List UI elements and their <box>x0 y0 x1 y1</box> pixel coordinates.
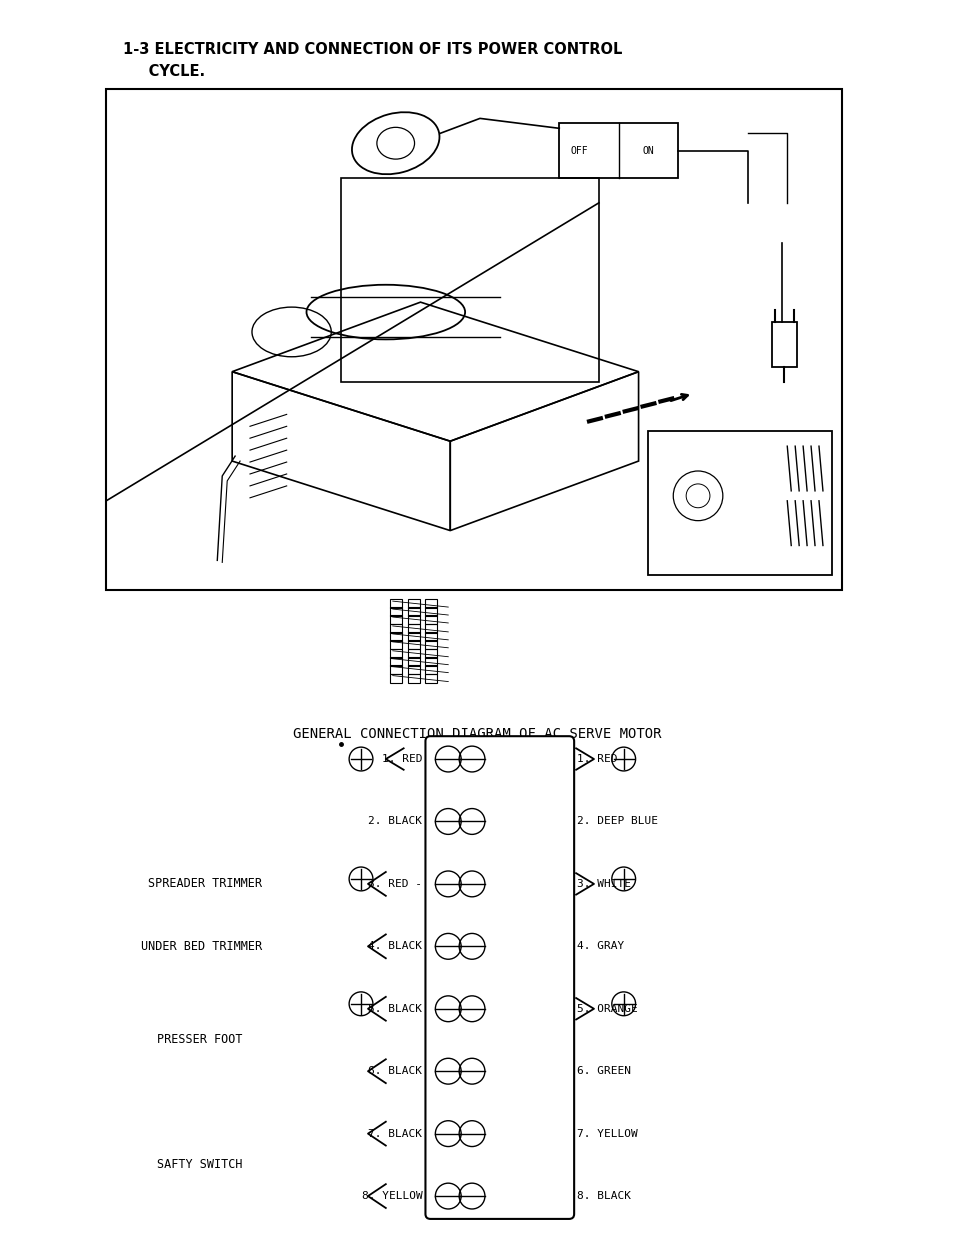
Text: 5. BLACK: 5. BLACK <box>368 1004 422 1014</box>
Bar <box>407 608 419 616</box>
Bar <box>390 657 401 666</box>
Text: SPREADER TRIMMER: SPREADER TRIMMER <box>148 877 262 890</box>
Bar <box>407 664 419 673</box>
Bar <box>425 608 436 616</box>
Text: SAFTY SWITCH: SAFTY SWITCH <box>156 1158 242 1171</box>
Bar <box>407 657 419 666</box>
Bar <box>425 624 436 632</box>
Text: GENERAL CONNECTION DIAGRAM OF AC SERVE MOTOR: GENERAL CONNECTION DIAGRAM OF AC SERVE M… <box>293 727 660 741</box>
Text: UNDER BED TRIMMER: UNDER BED TRIMMER <box>141 940 262 953</box>
Text: 3. RED -: 3. RED - <box>368 879 422 889</box>
Text: 1. RED: 1. RED <box>577 755 617 764</box>
Text: 8. YELLOW: 8. YELLOW <box>361 1191 422 1202</box>
Bar <box>407 599 419 608</box>
Text: 4. GRAY: 4. GRAY <box>577 941 623 951</box>
Bar <box>390 599 401 608</box>
Bar <box>425 640 436 648</box>
Text: 3. WHITE: 3. WHITE <box>577 879 631 889</box>
Text: OFF: OFF <box>570 146 587 156</box>
Bar <box>558 124 678 178</box>
Text: 1-3 ELECTRICITY AND CONNECTION OF ITS POWER CONTROL: 1-3 ELECTRICITY AND CONNECTION OF ITS PO… <box>123 42 622 57</box>
Text: 6. GREEN: 6. GREEN <box>577 1066 631 1076</box>
Text: 8. BLACK: 8. BLACK <box>577 1191 631 1202</box>
Text: PRESSER FOOT: PRESSER FOOT <box>156 1034 242 1046</box>
Bar <box>407 615 419 624</box>
Bar <box>425 664 436 673</box>
Bar <box>407 624 419 632</box>
Bar <box>425 632 436 641</box>
Text: 6. BLACK: 6. BLACK <box>368 1066 422 1076</box>
Text: CYCLE.: CYCLE. <box>123 64 205 79</box>
Text: 1. RED: 1. RED <box>381 755 422 764</box>
Bar <box>106 89 841 590</box>
Bar <box>390 640 401 648</box>
Bar <box>407 640 419 648</box>
Bar <box>390 673 401 683</box>
Bar <box>407 632 419 641</box>
Bar <box>425 615 436 624</box>
Bar <box>390 624 401 632</box>
Text: 7. BLACK: 7. BLACK <box>368 1129 422 1139</box>
Bar <box>648 431 831 576</box>
Bar <box>425 657 436 666</box>
Bar <box>390 648 401 658</box>
Bar <box>390 664 401 673</box>
Bar <box>425 673 436 683</box>
Text: 5. ORANGE: 5. ORANGE <box>577 1004 638 1014</box>
Bar <box>425 648 436 658</box>
Bar <box>772 322 797 367</box>
FancyBboxPatch shape <box>425 736 574 1219</box>
Text: 4. BLACK: 4. BLACK <box>368 941 422 951</box>
Bar <box>425 599 436 608</box>
Bar <box>390 632 401 641</box>
Bar <box>407 648 419 658</box>
Bar <box>390 615 401 624</box>
Bar <box>407 673 419 683</box>
Bar <box>390 608 401 616</box>
Text: 2. BLACK: 2. BLACK <box>368 816 422 826</box>
Text: 2. DEEP BLUE: 2. DEEP BLUE <box>577 816 658 826</box>
Text: ON: ON <box>642 146 654 156</box>
Text: 7. YELLOW: 7. YELLOW <box>577 1129 638 1139</box>
